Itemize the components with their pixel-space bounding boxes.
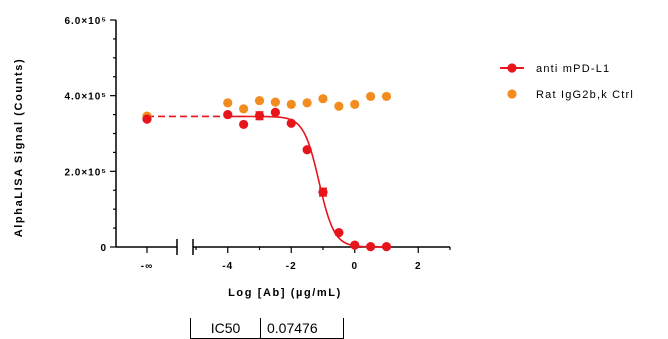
data-point-series-0 xyxy=(223,109,233,120)
legend-label: Rat IgG2b,k Ctrl xyxy=(536,89,634,101)
data-point-series-0 xyxy=(239,119,249,130)
data-point-series-1 xyxy=(223,98,233,108)
legend-label: anti mPD-L1 xyxy=(536,63,610,75)
fit-curves xyxy=(146,115,387,248)
x-tick-label: 0 xyxy=(351,261,358,272)
data-points xyxy=(142,91,392,252)
data-point-series-1 xyxy=(381,91,392,102)
y-tick-label: 6.0×10⁵ xyxy=(64,16,107,27)
x-tick-label: -2 xyxy=(286,261,297,272)
data-point-series-1 xyxy=(350,99,360,109)
legend-marker xyxy=(507,89,517,99)
data-point-series-0 xyxy=(302,145,312,155)
data-point-series-1 xyxy=(270,97,280,107)
y-axis-title: AlphaLISA Signal (Counts) xyxy=(13,58,25,238)
ic50-table: IC50 0.07476 xyxy=(190,318,344,339)
fit-curve-0 xyxy=(227,115,387,248)
data-point-series-1 xyxy=(254,95,265,106)
data-point-series-1 xyxy=(302,98,312,108)
legend: anti mPD-L1 Rat IgG2b,k Ctrl xyxy=(500,63,634,101)
data-point-series-0 xyxy=(366,242,376,252)
data-point-series-1 xyxy=(334,101,344,111)
x-tick-label: 2 xyxy=(415,261,422,272)
data-point-series-0 xyxy=(334,228,344,238)
data-point-series-0 xyxy=(254,111,265,121)
data-point-series-0 xyxy=(286,118,296,128)
data-point-series-1 xyxy=(239,104,249,114)
y-tick-label: 2.0×10⁵ xyxy=(64,167,107,178)
y-tick-label: 0 xyxy=(100,243,107,254)
data-point-series-0 xyxy=(270,107,280,117)
data-point-series-0 xyxy=(142,114,152,124)
y-tick-label: 4.0×10⁵ xyxy=(64,92,107,103)
data-point-series-0 xyxy=(381,242,392,252)
ic50-label: IC50 xyxy=(191,318,261,338)
legend-marker xyxy=(507,63,517,73)
x-tick-label: -∞ xyxy=(141,261,153,272)
ic50-value: 0.07476 xyxy=(267,320,318,336)
data-point-series-0 xyxy=(318,187,328,197)
data-point-series-1 xyxy=(286,99,296,109)
data-point-series-0 xyxy=(350,240,360,250)
x-tick-label: -4 xyxy=(222,261,233,272)
data-point-series-1 xyxy=(318,94,328,104)
x-axis-title: Log [Ab] (µg/mL) xyxy=(228,287,342,299)
axes: 0 2.0×10⁵ 4.0×10⁵ 6.0×10⁵ AlphaLISA Signal (… xyxy=(13,16,451,299)
data-point-series-1 xyxy=(366,91,376,102)
